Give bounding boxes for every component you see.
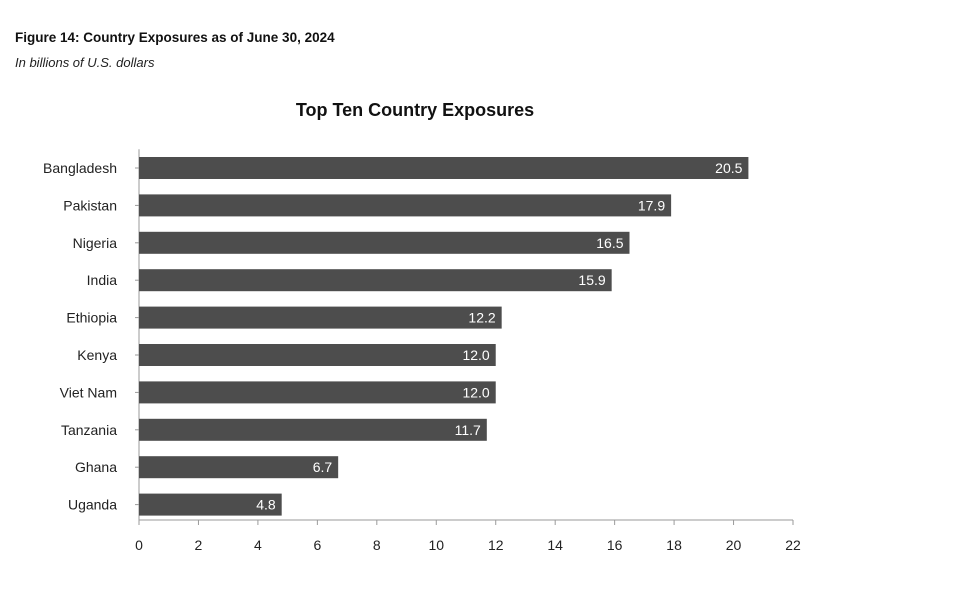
bar: [139, 306, 502, 329]
y-tick-label: Nigeria: [73, 235, 118, 251]
x-tick-label: 6: [313, 537, 321, 553]
data-label: 15.9: [578, 272, 605, 288]
data-label: 12.0: [462, 347, 489, 363]
data-label: 11.7: [455, 422, 481, 438]
y-tick-label: Ethiopia: [66, 310, 117, 326]
y-tick-label: India: [87, 272, 118, 288]
x-tick-label: 0: [135, 537, 143, 553]
x-tick-label: 14: [547, 537, 563, 553]
bar: [139, 231, 630, 254]
x-tick-label: 12: [488, 537, 504, 553]
x-tick-label: 2: [195, 537, 203, 553]
data-label: 12.2: [468, 310, 495, 326]
x-tick-label: 4: [254, 537, 262, 553]
y-tick-label: Kenya: [77, 347, 117, 363]
x-tick-label: 22: [785, 537, 801, 553]
figure-caption: Figure 14: Country Exposures as of June …: [15, 30, 335, 45]
y-tick-label: Pakistan: [63, 197, 117, 213]
bar: [139, 456, 339, 479]
data-label: 6.7: [313, 459, 333, 475]
data-label: 12.0: [462, 384, 489, 400]
x-tick-label: 8: [373, 537, 381, 553]
x-tick-label: 20: [726, 537, 742, 553]
bar: [139, 493, 282, 516]
y-tick-label: Ghana: [75, 459, 117, 475]
y-tick-label: Uganda: [68, 497, 117, 513]
y-tick-label: Tanzania: [61, 422, 117, 438]
bar: [139, 157, 749, 179]
x-tick-label: 16: [607, 537, 623, 553]
y-tick-label: Viet Nam: [60, 384, 117, 400]
bar: [139, 269, 612, 292]
bar: [139, 418, 487, 441]
data-label: 20.5: [715, 160, 742, 176]
chart-title: Top Ten Country Exposures: [295, 100, 535, 120]
data-label: 4.8: [256, 497, 276, 513]
data-label: 16.5: [596, 235, 623, 251]
x-tick-label: 18: [666, 537, 682, 553]
bar: [139, 381, 496, 404]
bar: [139, 344, 496, 366]
bar: [139, 194, 672, 217]
y-tick-label: Bangladesh: [43, 160, 117, 176]
x-tick-label: 10: [428, 537, 444, 553]
figure-subcaption: In billions of U.S. dollars: [15, 55, 155, 70]
data-label: 17.9: [638, 197, 665, 213]
